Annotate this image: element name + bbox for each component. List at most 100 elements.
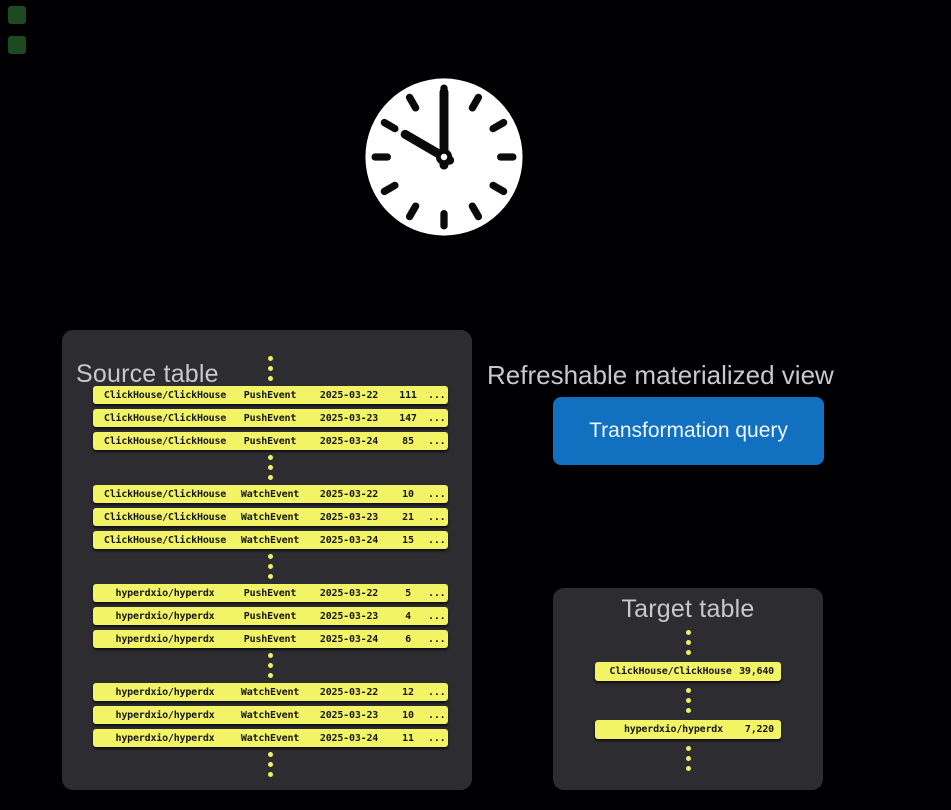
table-cell: WatchEvent xyxy=(240,686,300,698)
table-cell: 2025-03-23 xyxy=(319,709,379,721)
table-row: ClickHouse/ClickHouse WatchEvent 2025-03-2… xyxy=(93,531,448,549)
table-row: ClickHouse/ClickHouse 39,640 xyxy=(595,662,781,681)
table-cell: 6 xyxy=(405,633,411,645)
table-cell: hyperdxio/hyperdx xyxy=(115,633,215,645)
table-cell: 12 xyxy=(402,686,414,698)
table-cell: 2025-03-24 xyxy=(319,435,379,447)
table-cell: 2025-03-23 xyxy=(319,610,379,622)
table-cell: ... xyxy=(428,511,446,523)
aggregate-value: 39,640 xyxy=(739,666,774,677)
table-cell: ClickHouse/ClickHouse xyxy=(103,435,227,447)
table-cell: 2025-03-23 xyxy=(319,511,379,523)
repo-name: hyperdxio/hyperdx xyxy=(623,724,723,735)
table-cell: hyperdxio/hyperdx xyxy=(115,686,215,698)
table-row: ClickHouse/ClickHouse PushEvent 2025-03-24… xyxy=(93,432,448,450)
table-cell: WatchEvent xyxy=(240,534,300,546)
ellipsis-dots-icon xyxy=(268,356,273,381)
table-cell: 2025-03-22 xyxy=(319,686,379,698)
table-cell: 2025-03-24 xyxy=(319,633,379,645)
decoration-square xyxy=(8,6,26,24)
source-row-group: ClickHouse/ClickHouse PushEvent 2025-03-22… xyxy=(93,386,448,450)
table-cell: PushEvent xyxy=(243,412,297,424)
source-rows: ClickHouse/ClickHouse PushEvent 2025-03-22… xyxy=(93,351,448,782)
table-row: ClickHouse/ClickHouse PushEvent 2025-03-23… xyxy=(93,409,448,427)
table-cell: 2025-03-22 xyxy=(319,587,379,599)
table-cell: hyperdxio/hyperdx xyxy=(115,732,215,744)
table-cell: ClickHouse/ClickHouse xyxy=(103,534,227,546)
table-cell: WatchEvent xyxy=(240,511,300,523)
table-cell: ... xyxy=(428,412,446,424)
table-cell: hyperdxio/hyperdx xyxy=(115,709,215,721)
table-cell: 2025-03-23 xyxy=(319,412,379,424)
table-cell: ... xyxy=(428,610,446,622)
table-row: hyperdxio/hyperdx PushEvent 2025-03-22 5... xyxy=(93,584,448,602)
materialized-view-label: Refreshable materialized view xyxy=(487,360,834,390)
table-cell: 2025-03-24 xyxy=(319,534,379,546)
table-cell: PushEvent xyxy=(243,633,297,645)
table-cell: 85 xyxy=(402,435,414,447)
ellipsis-dots-icon xyxy=(268,554,273,579)
table-cell: WatchEvent xyxy=(240,488,300,500)
source-row-group: hyperdxio/hyperdx WatchEvent 2025-03-22 12.… xyxy=(93,683,448,747)
table-cell: 21 xyxy=(402,511,414,523)
ellipsis-dots-icon xyxy=(268,653,273,678)
table-row: hyperdxio/hyperdx WatchEvent 2025-03-22 12.… xyxy=(93,683,448,701)
table-cell: PushEvent xyxy=(243,587,297,599)
table-cell: PushEvent xyxy=(243,389,297,401)
table-cell: 5 xyxy=(405,587,411,599)
ellipsis-dots-icon xyxy=(268,455,273,480)
source-row-group: hyperdxio/hyperdx PushEvent 2025-03-22 5...… xyxy=(93,584,448,648)
table-cell: WatchEvent xyxy=(240,732,300,744)
table-cell: ... xyxy=(428,435,446,447)
table-cell: ... xyxy=(428,732,446,744)
table-row: ClickHouse/ClickHouse WatchEvent 2025-03-2… xyxy=(93,485,448,503)
table-row: ClickHouse/ClickHouse WatchEvent 2025-03-2… xyxy=(93,508,448,526)
table-cell: 11 xyxy=(402,732,414,744)
table-cell: ... xyxy=(428,534,446,546)
decoration-square xyxy=(8,36,26,54)
target-table-title: Target table xyxy=(621,595,755,623)
table-cell: ... xyxy=(428,633,446,645)
table-cell: PushEvent xyxy=(243,610,297,622)
table-cell: ... xyxy=(428,488,446,500)
table-cell: ClickHouse/ClickHouse xyxy=(103,511,227,523)
aggregate-value: 7,220 xyxy=(744,724,774,735)
transformation-query-button[interactable]: Transformation query xyxy=(553,397,824,465)
table-cell: hyperdxio/hyperdx xyxy=(115,610,215,622)
table-row: hyperdxio/hyperdx PushEvent 2025-03-24 6... xyxy=(93,630,448,648)
table-row: hyperdxio/hyperdx WatchEvent 2025-03-23 10.… xyxy=(93,706,448,724)
ellipsis-dots-icon xyxy=(685,630,691,655)
table-cell: 4 xyxy=(405,610,411,622)
table-cell: ... xyxy=(428,587,446,599)
table-cell: ... xyxy=(428,389,446,401)
target-table-panel: Target table ClickHouse/ClickHouse 39,640… xyxy=(553,588,823,790)
table-cell: PushEvent xyxy=(243,435,297,447)
ellipsis-dots-icon xyxy=(268,752,273,777)
table-row: ClickHouse/ClickHouse PushEvent 2025-03-22… xyxy=(93,386,448,404)
table-cell: 2025-03-22 xyxy=(319,488,379,500)
table-cell: 10 xyxy=(402,709,414,721)
table-cell: 2025-03-24 xyxy=(319,732,379,744)
table-cell: ClickHouse/ClickHouse xyxy=(103,488,227,500)
table-cell: ... xyxy=(428,686,446,698)
table-cell: hyperdxio/hyperdx xyxy=(115,587,215,599)
table-cell: 2025-03-22 xyxy=(319,389,379,401)
table-cell: 10 xyxy=(402,488,414,500)
source-row-group: ClickHouse/ClickHouse WatchEvent 2025-03-2… xyxy=(93,485,448,549)
table-cell: ClickHouse/ClickHouse xyxy=(103,389,227,401)
table-cell: ... xyxy=(428,709,446,721)
table-row: hyperdxio/hyperdx 7,220 xyxy=(595,720,781,739)
ellipsis-dots-icon xyxy=(685,688,691,713)
source-table-title: Source table xyxy=(76,359,219,388)
repo-name: ClickHouse/ClickHouse xyxy=(609,666,732,677)
table-row: hyperdxio/hyperdx WatchEvent 2025-03-24 11.… xyxy=(93,729,448,747)
table-cell: 111 xyxy=(399,389,417,401)
clock-icon xyxy=(365,78,523,236)
table-cell: 15 xyxy=(402,534,414,546)
table-row: hyperdxio/hyperdx PushEvent 2025-03-23 4... xyxy=(93,607,448,625)
table-cell: WatchEvent xyxy=(240,709,300,721)
table-cell: ClickHouse/ClickHouse xyxy=(103,412,227,424)
table-cell: 147 xyxy=(399,412,417,424)
target-rows: Target table ClickHouse/ClickHouse 39,640… xyxy=(553,588,823,790)
